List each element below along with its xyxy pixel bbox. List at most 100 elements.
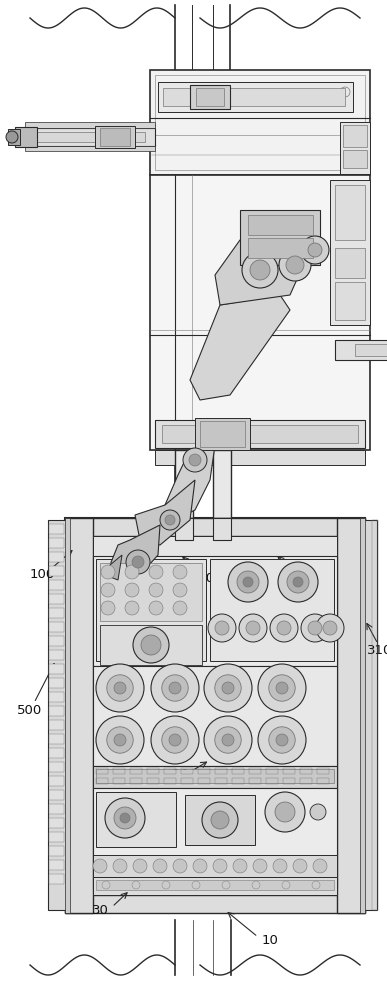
Bar	[158, 82, 353, 112]
Circle shape	[242, 252, 278, 288]
Circle shape	[222, 682, 234, 694]
Circle shape	[101, 583, 115, 597]
Bar	[49, 748, 64, 758]
Bar	[130, 778, 142, 784]
Circle shape	[151, 716, 199, 764]
Circle shape	[113, 859, 127, 873]
Circle shape	[120, 813, 130, 823]
Bar	[49, 580, 64, 590]
Circle shape	[101, 565, 115, 579]
Circle shape	[107, 675, 133, 701]
Text: 20: 20	[171, 768, 188, 782]
Bar	[147, 778, 159, 784]
Bar	[49, 818, 64, 828]
Bar	[65, 518, 70, 913]
Bar	[49, 734, 64, 744]
Bar	[300, 778, 312, 784]
Circle shape	[149, 583, 163, 597]
Bar	[337, 518, 365, 913]
Circle shape	[93, 859, 107, 873]
Text: 310: 310	[367, 644, 387, 656]
Bar	[15, 127, 37, 147]
Bar	[49, 622, 64, 632]
Bar	[96, 792, 176, 847]
Bar	[215, 768, 227, 774]
Bar	[362, 520, 377, 910]
Bar	[372, 520, 378, 910]
Bar	[317, 768, 329, 774]
Bar	[113, 768, 125, 774]
Bar	[113, 778, 125, 784]
Bar	[48, 520, 66, 910]
Circle shape	[173, 601, 187, 615]
Bar	[30, 132, 145, 142]
Bar	[249, 768, 261, 774]
Bar	[65, 518, 365, 536]
Bar	[8, 129, 20, 145]
Bar	[93, 536, 337, 556]
Bar	[49, 804, 64, 814]
Bar	[185, 795, 255, 845]
Bar	[360, 518, 365, 913]
Bar	[283, 778, 295, 784]
Circle shape	[228, 562, 268, 602]
Bar	[175, 450, 193, 518]
Bar	[49, 650, 64, 660]
Circle shape	[213, 859, 227, 873]
Bar	[100, 563, 202, 621]
Circle shape	[153, 859, 167, 873]
Bar	[49, 552, 64, 562]
Bar	[49, 678, 64, 688]
Circle shape	[105, 798, 145, 838]
Circle shape	[125, 565, 139, 579]
Circle shape	[193, 859, 207, 873]
Bar	[248, 238, 313, 258]
Bar	[65, 518, 93, 913]
Circle shape	[107, 727, 133, 753]
Circle shape	[133, 627, 169, 663]
Circle shape	[258, 664, 306, 712]
Bar	[196, 88, 224, 106]
Bar	[232, 768, 244, 774]
Bar	[49, 594, 64, 604]
Bar	[266, 778, 278, 784]
Circle shape	[273, 859, 287, 873]
Circle shape	[126, 550, 150, 574]
Circle shape	[308, 243, 322, 257]
Bar	[49, 776, 64, 786]
Polygon shape	[110, 525, 160, 580]
Circle shape	[162, 727, 188, 753]
Bar	[335, 282, 365, 320]
Bar	[150, 70, 370, 175]
Bar	[249, 778, 261, 784]
Bar	[65, 895, 365, 913]
Bar	[49, 524, 64, 534]
Circle shape	[204, 664, 252, 712]
Circle shape	[279, 249, 311, 281]
Circle shape	[114, 682, 126, 694]
Circle shape	[162, 675, 188, 701]
Bar	[343, 150, 367, 168]
Bar	[25, 146, 155, 151]
Text: 500: 500	[17, 704, 43, 716]
Bar	[25, 128, 155, 146]
Circle shape	[253, 859, 267, 873]
Bar	[93, 788, 337, 888]
Bar	[200, 421, 245, 447]
Bar	[96, 880, 334, 890]
Circle shape	[215, 675, 241, 701]
Circle shape	[151, 664, 199, 712]
Bar	[93, 536, 337, 895]
Circle shape	[141, 635, 161, 655]
Bar	[93, 877, 337, 895]
Bar	[317, 778, 329, 784]
Circle shape	[239, 614, 267, 642]
Circle shape	[169, 682, 181, 694]
Bar	[213, 518, 231, 540]
Circle shape	[215, 621, 229, 635]
Bar	[49, 636, 64, 646]
Bar	[232, 778, 244, 784]
Circle shape	[308, 621, 322, 635]
Bar	[163, 88, 345, 106]
Circle shape	[211, 811, 229, 829]
